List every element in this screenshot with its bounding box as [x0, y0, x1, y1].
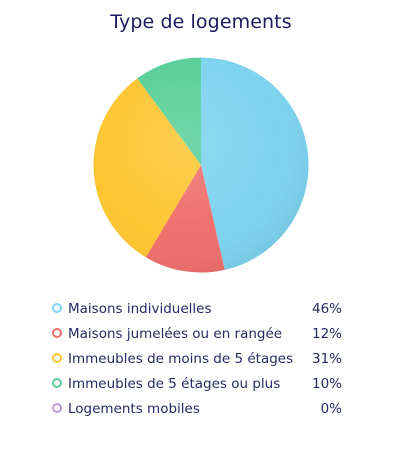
chart-title: Type de logements — [110, 11, 292, 33]
legend-marker-icon — [52, 403, 62, 413]
legend-item[interactable]: Maisons individuelles 46% — [52, 296, 344, 321]
legend-marker-icon — [52, 303, 62, 313]
legend-value: 12% — [311, 325, 342, 342]
legend-value: 31% — [311, 350, 342, 367]
pie-chart — [93, 57, 309, 273]
legend-item[interactable]: Logements mobiles 0% — [52, 396, 344, 421]
pie-slices — [93, 57, 309, 273]
legend-label: Immeubles de moins de 5 étages — [68, 350, 294, 367]
legend-marker-icon — [52, 328, 62, 338]
legend-label: Maisons jumelées ou en rangée — [68, 325, 283, 342]
legend-label: Immeubles de 5 étages ou plus — [68, 375, 281, 392]
legend-value: 46% — [311, 300, 342, 317]
legend-item[interactable]: Immeubles de 5 étages ou plus 10% — [52, 371, 344, 396]
legend: Maisons individuelles 46% Maisons jumelées… — [52, 296, 344, 421]
legend-label: Logements mobiles — [68, 400, 200, 417]
legend-item[interactable]: Maisons jumelées ou en rangée 12% — [52, 321, 344, 346]
legend-value: 10% — [311, 375, 342, 392]
legend-label: Maisons individuelles — [68, 300, 212, 317]
legend-value: 0% — [320, 400, 342, 417]
legend-marker-icon — [52, 353, 62, 363]
legend-marker-icon — [52, 378, 62, 388]
legend-item[interactable]: Immeubles de moins de 5 étages 31% — [52, 346, 344, 371]
